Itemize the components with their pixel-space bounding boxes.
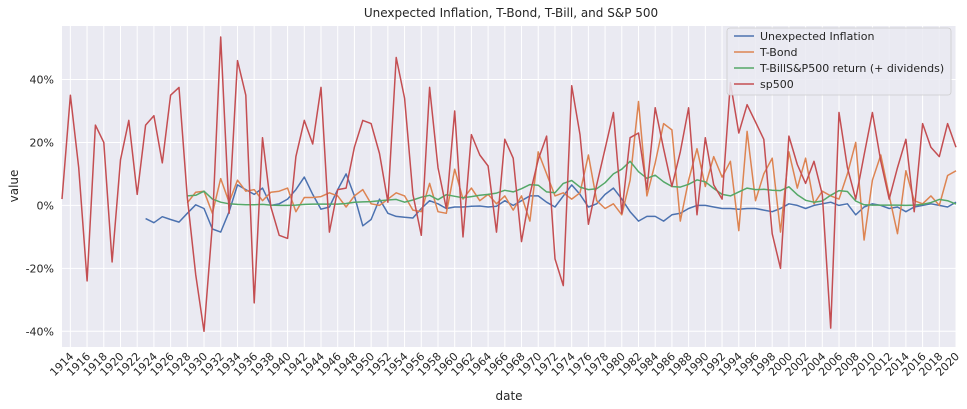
series-line-2 (187, 160, 957, 207)
legend-entry-sp500: sp500 (734, 78, 794, 91)
series-lines (61, 36, 957, 333)
legend-label: Unexpected Inflation (760, 30, 874, 43)
legend-label: T-BillS&P500 return (+ dividends) (759, 62, 944, 75)
y-axis-label: value (7, 170, 21, 203)
series-line-3 (61, 36, 957, 333)
legend-entry-t-bond: T-Bond (734, 46, 798, 59)
y-tick-label: -20% (26, 262, 54, 275)
x-axis-ticks: 1914191619181920192219241926192819301932… (47, 350, 962, 379)
y-tick-label: 20% (30, 136, 54, 149)
grid-lines (62, 26, 957, 347)
y-tick-label: -40% (26, 325, 54, 338)
legend-box (726, 27, 952, 96)
series-line-1 (186, 100, 957, 241)
legend-entry-t-bill: T-BillS&P500 return (+ dividends) (734, 62, 944, 75)
x-axis-label: date (495, 389, 522, 403)
legend-entry-unexpected-inflation: Unexpected Inflation (734, 30, 874, 43)
legend: Unexpected Inflation T-Bond T-BillS&P500… (726, 27, 952, 96)
legend-label: T-Bond (759, 46, 798, 59)
y-tick-label: 0% (37, 199, 54, 212)
y-tick-label: 40% (30, 74, 54, 87)
legend-label: sp500 (760, 78, 794, 91)
chart-title: Unexpected Inflation, T-Bond, T-Bill, an… (364, 6, 658, 20)
y-axis-ticks: -40% -20% 0% 20% 40% (26, 74, 54, 339)
